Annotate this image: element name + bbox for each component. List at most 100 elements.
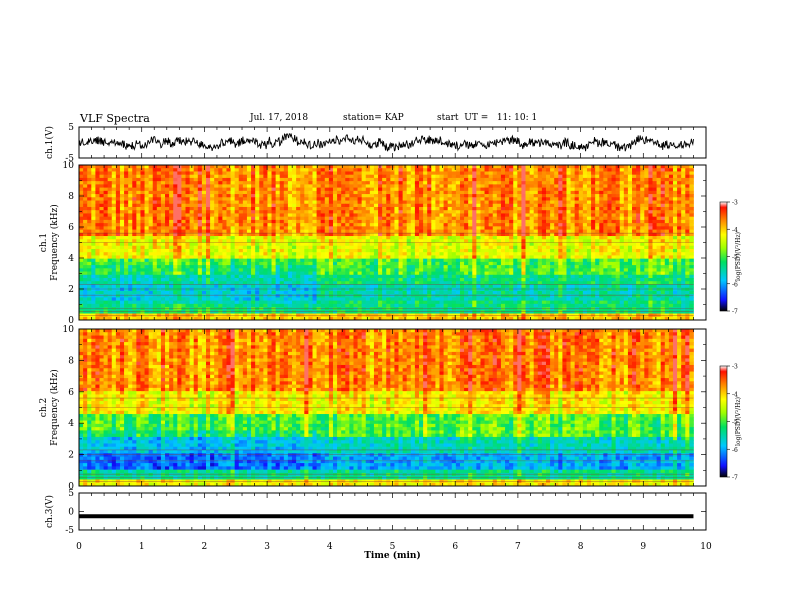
spectrogram-cell [410, 203, 416, 208]
spectrogram-cell [488, 245, 494, 250]
spectrogram-cell [214, 242, 219, 247]
spectrogram-cell [341, 242, 346, 247]
spectrogram-cell [472, 184, 477, 189]
spectrogram-cell [234, 165, 240, 169]
spectrogram-cell [140, 252, 145, 256]
spectrogram-cell [259, 206, 264, 211]
spectrogram-cell [660, 184, 666, 189]
spectrogram-cell [533, 255, 539, 260]
spectrogram-cell [644, 171, 649, 176]
spectrogram-cell [488, 181, 494, 185]
spectrogram-cell [427, 171, 432, 176]
spectrogram-cell [259, 245, 264, 250]
spectrogram-cell [107, 200, 113, 205]
spectrogram-cell [689, 174, 694, 179]
spectrogram-cell [652, 210, 657, 214]
spectrogram-cell [193, 239, 199, 243]
spectrogram-cell [656, 252, 662, 256]
spectrogram-cell [246, 210, 252, 214]
spectrogram-cell [681, 255, 686, 260]
spectrogram-cell [128, 255, 133, 260]
spectrogram-cell [517, 219, 522, 224]
spectrogram-cell [267, 229, 272, 234]
spectrogram-cell [296, 255, 301, 260]
spectrogram-cell [562, 219, 567, 224]
spectrogram-cell [152, 226, 158, 230]
spectrogram-cell [570, 219, 576, 224]
spectrogram-cell [210, 252, 215, 256]
spectrogram-cell [525, 177, 531, 182]
spectrogram-cell [640, 232, 645, 237]
spectrogram-cell [574, 226, 580, 230]
spectrogram-cell [431, 255, 436, 260]
spectrogram-cell [111, 242, 117, 247]
spectrogram-cell [316, 206, 322, 211]
spectrogram-cell [545, 261, 551, 266]
spectrogram-cell [103, 229, 109, 234]
spectrogram-cell [640, 181, 645, 185]
spectrogram-cell [644, 252, 649, 256]
spectrogram-cell [165, 271, 170, 276]
spectrogram-cell [357, 261, 363, 266]
spectrogram-cell [525, 190, 531, 195]
spectrogram-cell [685, 213, 690, 218]
spectrogram-cell [255, 165, 260, 169]
spectrogram-cell [681, 248, 686, 253]
spectrogram-cell [521, 177, 526, 182]
spectrogram-cell [189, 171, 195, 176]
spectrogram-cell [644, 190, 649, 195]
spectrogram-cell [373, 181, 379, 185]
spectrogram-cell [382, 245, 387, 250]
spectrogram-cell [558, 268, 563, 272]
spectrogram-cell [226, 187, 231, 192]
spectrogram-cell [79, 239, 84, 243]
spectrogram-cell [328, 174, 334, 179]
spectrogram-cell [357, 226, 363, 230]
spectrogram-cell [320, 245, 326, 250]
spectrogram-cell [447, 242, 453, 247]
spectrogram-cell [619, 184, 625, 189]
spectrogram-cell [611, 210, 617, 214]
spectrogram-cell [664, 171, 670, 176]
spectrogram-cell [337, 197, 342, 201]
spectrogram-cell [263, 210, 268, 214]
spectrogram-cell [545, 248, 551, 253]
spectrogram-cell [165, 265, 170, 269]
spectrogram-cell [599, 242, 604, 247]
spectrogram-cell [332, 236, 338, 240]
spectrogram-cell [492, 268, 498, 272]
spectrogram-cell [128, 165, 133, 169]
spectrogram-cell [562, 187, 567, 192]
spectrogram-cell [304, 261, 309, 266]
spectrogram-cell [427, 181, 432, 185]
spectrogram-cell [656, 187, 662, 192]
spectrogram-cell [361, 213, 367, 218]
spectrogram-cell [586, 242, 592, 247]
spectrogram-cell [308, 187, 313, 192]
spectrogram-cell [251, 236, 256, 240]
spectrogram-cell [394, 197, 399, 201]
spectrogram-cell [677, 190, 682, 195]
spectrogram-cell [373, 252, 379, 256]
spectrogram-cell [492, 229, 498, 234]
spectrogram-cell [378, 177, 383, 182]
spectrogram-cell [283, 232, 289, 237]
spectrogram-cell [632, 197, 637, 201]
spectrogram-cell [480, 245, 485, 250]
spectrogram-cell [287, 168, 293, 172]
spectrogram-cell [652, 268, 657, 272]
spectrogram-cell [279, 165, 285, 169]
spectrogram-cell [255, 200, 260, 205]
spectrogram-cell [263, 203, 268, 208]
spectrogram-cell [545, 168, 551, 172]
spectrogram-cell [423, 239, 428, 243]
spectrogram-cell [316, 184, 322, 189]
spectrogram-cell [427, 248, 432, 253]
spectrogram-cell [300, 265, 305, 269]
spectrogram-cell [148, 213, 154, 218]
spectrogram-cell [287, 229, 293, 234]
spectrogram-cell [525, 213, 531, 218]
spectrogram-cell [373, 239, 379, 243]
spectrogram-cell [156, 174, 162, 179]
spectrogram-cell [492, 200, 498, 205]
